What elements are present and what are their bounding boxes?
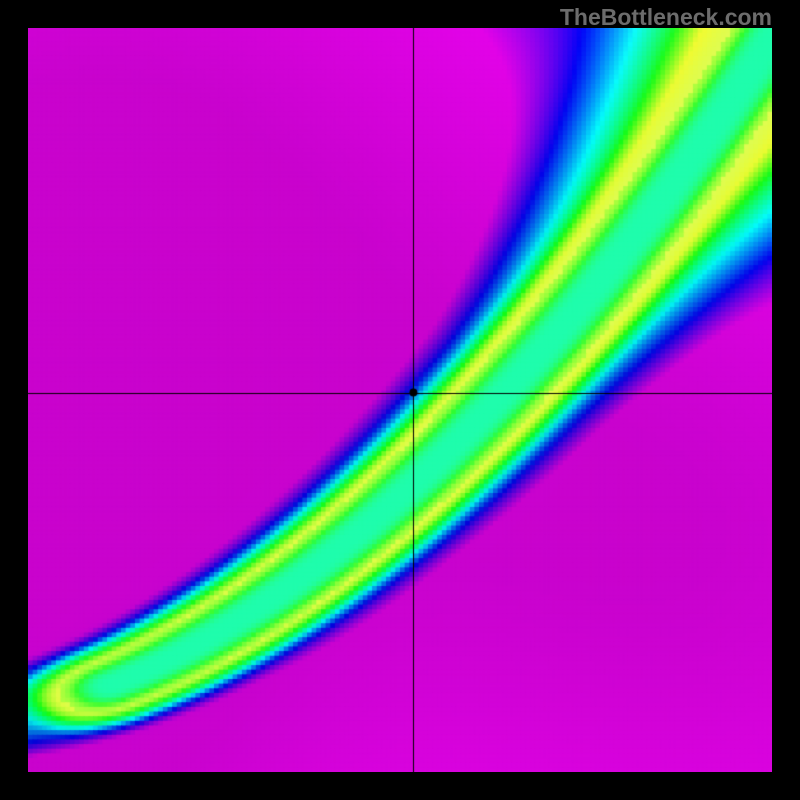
chart-container: TheBottleneck.com [0,0,800,800]
watermark-text: TheBottleneck.com [560,4,772,31]
bottleneck-heatmap [28,28,772,772]
